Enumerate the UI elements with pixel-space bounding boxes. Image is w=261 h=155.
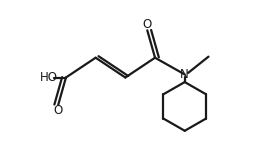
Text: N: N	[180, 68, 189, 81]
Text: O: O	[143, 18, 152, 31]
Text: HO: HO	[39, 71, 57, 84]
Text: O: O	[54, 104, 63, 117]
